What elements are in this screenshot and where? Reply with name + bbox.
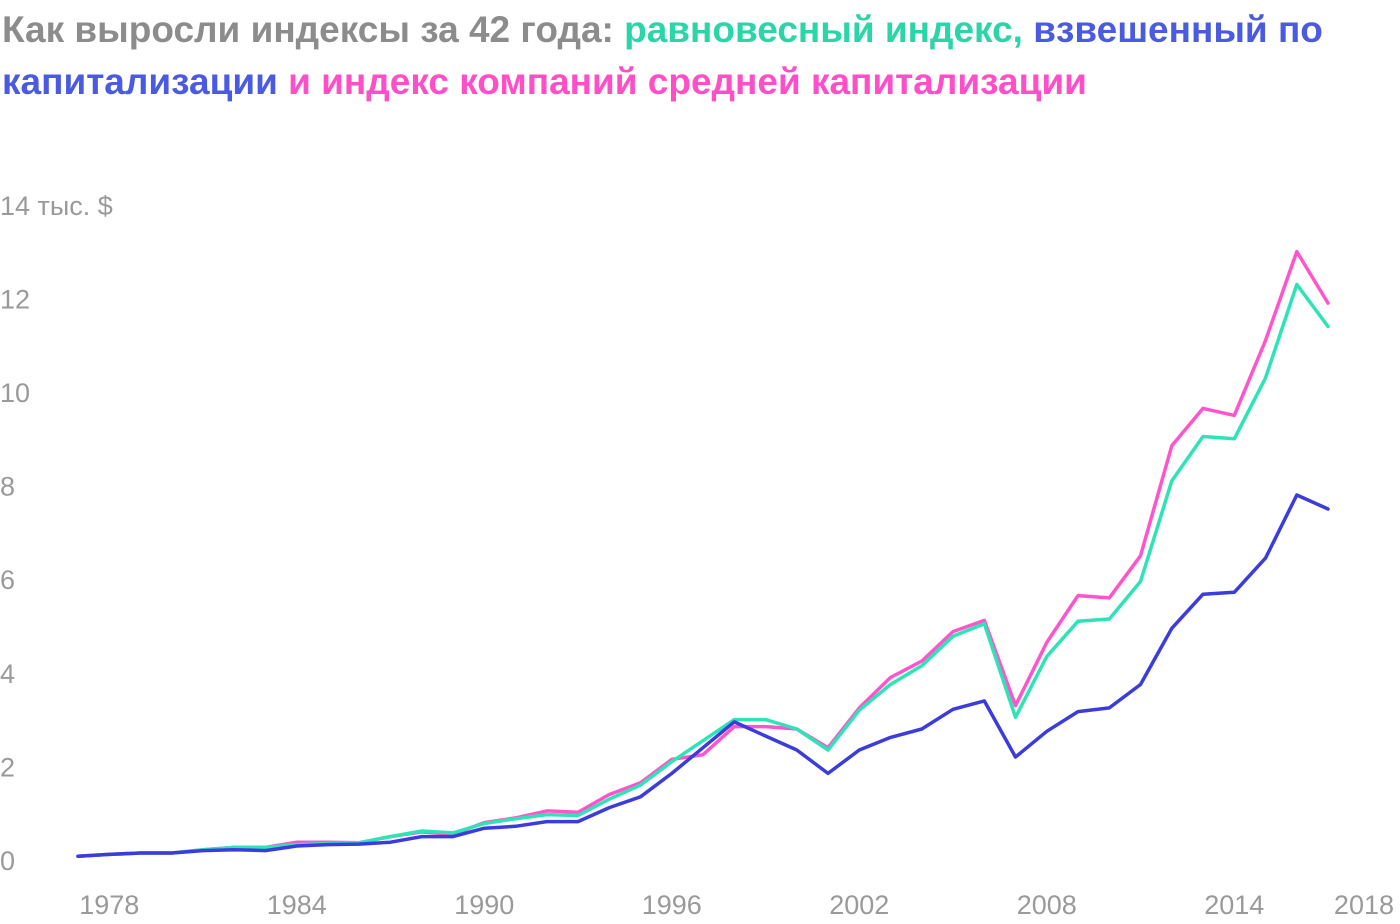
series-line-equal [76,282,1330,859]
x-tick-label: 2008 [1017,890,1077,920]
x-tick-label: 1990 [454,890,514,920]
title-part-cap: взвешенный по капитализации [2,9,1323,102]
x-tick-label: 1984 [267,890,327,920]
y-tick-label: 2 [0,752,15,782]
y-tick-label: 0 [0,846,15,876]
y-tick-label: 8 [0,472,15,502]
series-lines [76,249,1330,859]
series-line-cap [76,493,1330,859]
title-part-gray: Как выросли индексы за 42 года: [2,9,625,50]
series-line-mid [76,249,1330,859]
chart-title: Как выросли индексы за 42 года: равновес… [2,4,1392,108]
y-tick-label: 14 тыс. $ [0,191,113,221]
x-tick-label: 2014 [1204,890,1264,920]
y-tick-label: 4 [0,659,15,689]
title-part-mid: и индекс компаний средней капитализации [288,61,1087,102]
y-tick-label: 10 [0,378,30,408]
x-tick-label: 1978 [79,890,139,920]
y-tick-label: 12 [0,284,30,314]
title-part-equal: равновесный индекс, [624,9,1034,50]
x-tick-label: 1996 [642,890,702,920]
x-tick-label: 2018 [1334,890,1394,920]
y-tick-label: 6 [0,565,15,595]
y-axis-ticks: 0 2 4 6 8 10 12 14 тыс. $ [0,191,113,876]
x-tick-label: 2002 [829,890,889,920]
x-axis-ticks: 1978 1984 1990 1996 2002 2008 2014 2018 [79,890,1394,920]
